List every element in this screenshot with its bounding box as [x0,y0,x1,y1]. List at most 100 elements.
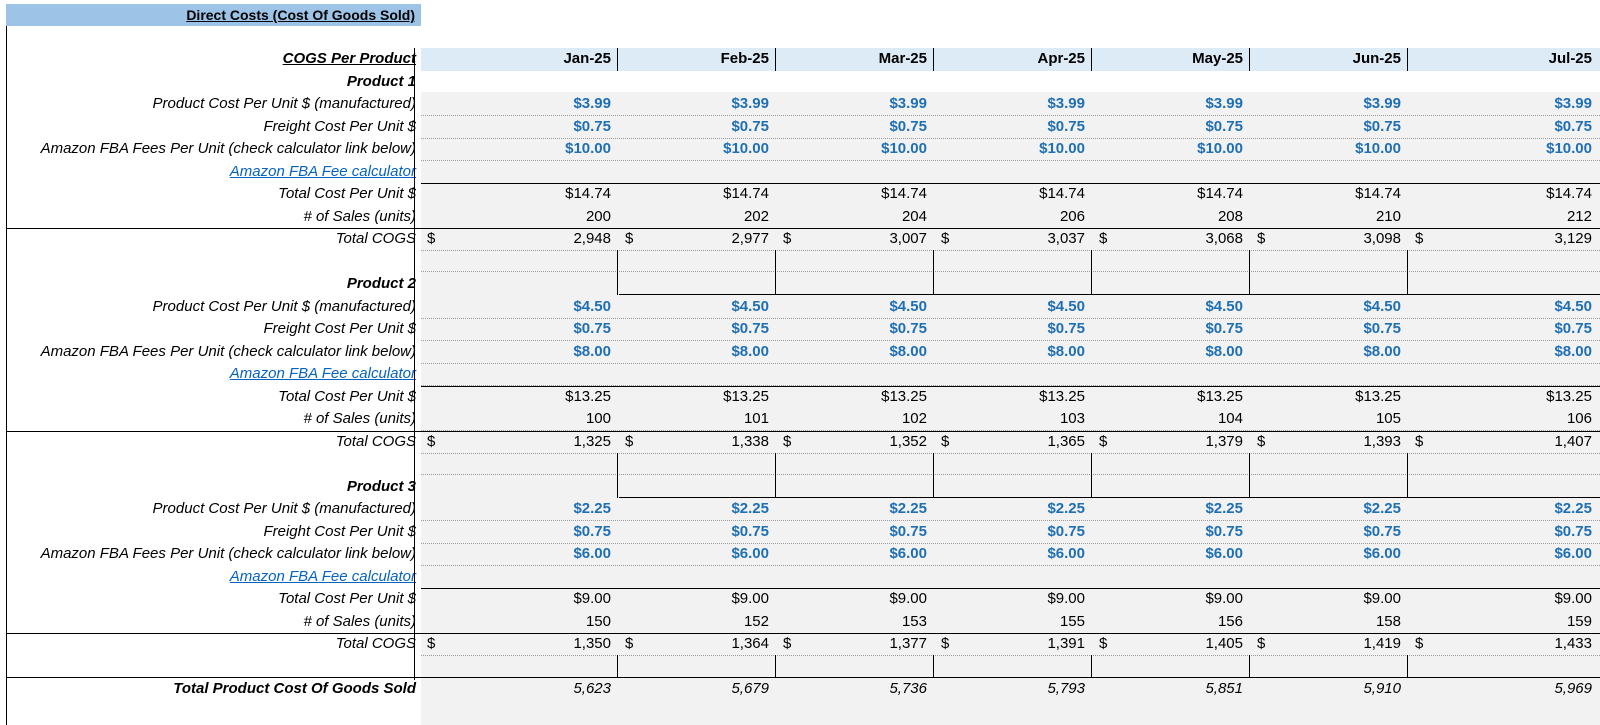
total-cost-cell[interactable]: $9.00 [619,588,777,610]
freight-cost-cell[interactable]: $0.75 [1251,116,1409,138]
fba-fee-cell[interactable]: $10.00 [935,138,1093,160]
freight-cost-cell[interactable]: $0.75 [1409,318,1600,340]
month-header-cell[interactable]: Jan-25 [421,48,619,70]
product-cost-cell[interactable]: $3.99 [1093,93,1251,115]
freight-cost-cell[interactable]: $0.75 [777,318,935,340]
sales-units-cell[interactable]: 202 [619,206,777,228]
product-cost-cell[interactable]: $2.25 [619,498,777,520]
fba-fee-cell[interactable]: $10.00 [777,138,935,160]
sales-units-cell[interactable]: 159 [1409,611,1600,633]
sales-units-cell[interactable]: 156 [1093,611,1251,633]
product-cost-cell[interactable]: $3.99 [777,93,935,115]
total-cogs-cell[interactable]: $1,419 [1251,633,1409,655]
freight-cost-cell[interactable]: $0.75 [777,116,935,138]
total-cost-cell[interactable]: $9.00 [1093,588,1251,610]
fba-fee-cell[interactable]: $6.00 [1093,543,1251,565]
total-cogs-cell[interactable]: $3,007 [777,228,935,250]
freight-cost-cell[interactable]: $0.75 [1251,318,1409,340]
freight-cost-cell[interactable]: $0.75 [935,116,1093,138]
sales-units-cell[interactable]: 105 [1251,408,1409,430]
month-header-cell[interactable]: May-25 [1093,48,1251,70]
total-cogs-cell[interactable]: $3,129 [1409,228,1600,250]
total-cogs-cell[interactable]: $1,391 [935,633,1093,655]
sales-units-cell[interactable]: 208 [1093,206,1251,228]
sales-units-cell[interactable]: 100 [421,408,619,430]
product-cost-cell[interactable]: $2.25 [777,498,935,520]
freight-cost-cell[interactable]: $0.75 [1409,116,1600,138]
freight-cost-cell[interactable]: $0.75 [1093,318,1251,340]
product-cost-cell[interactable]: $2.25 [1093,498,1251,520]
total-cogs-cell[interactable]: $2,977 [619,228,777,250]
fba-fee-cell[interactable]: $10.00 [619,138,777,160]
fba-fee-cell[interactable]: $8.00 [777,341,935,363]
total-cost-cell[interactable]: $14.74 [421,183,619,205]
fba-fee-cell[interactable]: $6.00 [1251,543,1409,565]
total-cogs-cell[interactable]: $1,379 [1093,431,1251,453]
fba-fee-cell[interactable]: $8.00 [1409,341,1600,363]
fba-fee-cell[interactable]: $6.00 [421,543,619,565]
total-cost-cell[interactable]: $9.00 [421,588,619,610]
product-cost-cell[interactable]: $4.50 [421,296,619,318]
sales-units-cell[interactable]: 103 [935,408,1093,430]
sales-units-cell[interactable]: 210 [1251,206,1409,228]
fba-fee-cell[interactable]: $10.00 [1409,138,1600,160]
fba-fee-cell[interactable]: $6.00 [619,543,777,565]
total-cogs-cell[interactable]: $3,098 [1251,228,1409,250]
total-cost-cell[interactable]: $13.25 [421,386,619,408]
grand-total-cell[interactable]: 5,793 [935,678,1093,700]
total-cost-cell[interactable]: $14.74 [1093,183,1251,205]
fba-fee-cell[interactable]: $10.00 [421,138,619,160]
freight-cost-cell[interactable]: $0.75 [619,116,777,138]
product-cost-cell[interactable]: $4.50 [1251,296,1409,318]
sales-units-cell[interactable]: 104 [1093,408,1251,430]
freight-cost-cell[interactable]: $0.75 [1093,521,1251,543]
product-cost-cell[interactable]: $2.25 [1251,498,1409,520]
sales-units-cell[interactable]: 101 [619,408,777,430]
fba-fee-cell[interactable]: $10.00 [1093,138,1251,160]
product-cost-cell[interactable]: $4.50 [777,296,935,318]
fba-calculator-link[interactable]: Amazon FBA Fee calculator [229,162,416,180]
sales-units-cell[interactable]: 153 [777,611,935,633]
total-cost-cell[interactable]: $9.00 [1251,588,1409,610]
freight-cost-cell[interactable]: $0.75 [421,521,619,543]
total-cost-cell[interactable]: $9.00 [935,588,1093,610]
total-cogs-cell[interactable]: $1,433 [1409,633,1600,655]
total-cogs-cell[interactable]: $3,068 [1093,228,1251,250]
total-cost-cell[interactable]: $13.25 [935,386,1093,408]
fba-fee-cell[interactable]: $8.00 [1093,341,1251,363]
freight-cost-cell[interactable]: $0.75 [421,116,619,138]
sales-units-cell[interactable]: 200 [421,206,619,228]
sales-units-cell[interactable]: 155 [935,611,1093,633]
product-cost-cell[interactable]: $3.99 [421,93,619,115]
sales-units-cell[interactable]: 204 [777,206,935,228]
fba-fee-cell[interactable]: $8.00 [1251,341,1409,363]
sales-units-cell[interactable]: 158 [1251,611,1409,633]
fba-fee-cell[interactable]: $6.00 [935,543,1093,565]
sales-units-cell[interactable]: 212 [1409,206,1600,228]
total-cost-cell[interactable]: $13.25 [1409,386,1600,408]
total-cost-cell[interactable]: $9.00 [1409,588,1600,610]
fba-fee-cell[interactable]: $8.00 [935,341,1093,363]
product-cost-cell[interactable]: $3.99 [1409,93,1600,115]
total-cogs-cell[interactable]: $1,325 [421,431,619,453]
fba-fee-cell[interactable]: $8.00 [421,341,619,363]
sheet-title[interactable]: Direct Costs (Cost Of Goods Sold) [6,4,421,26]
month-header-cell[interactable]: Jul-25 [1409,48,1600,70]
fba-calculator-link[interactable]: Amazon FBA Fee calculator [229,365,416,382]
total-cogs-cell[interactable]: $1,364 [619,633,777,655]
sales-units-cell[interactable]: 206 [935,206,1093,228]
product-cost-cell[interactable]: $2.25 [935,498,1093,520]
freight-cost-cell[interactable]: $0.75 [1409,521,1600,543]
total-cost-cell[interactable]: $14.74 [777,183,935,205]
month-header-cell[interactable]: Jun-25 [1251,48,1409,70]
fba-calculator-link[interactable]: Amazon FBA Fee calculator [229,567,416,585]
freight-cost-cell[interactable]: $0.75 [777,521,935,543]
month-header-cell[interactable]: Apr-25 [935,48,1093,70]
fba-fee-cell[interactable]: $6.00 [1409,543,1600,565]
sales-units-cell[interactable]: 150 [421,611,619,633]
product-cost-cell[interactable]: $3.99 [619,93,777,115]
total-cost-cell[interactable]: $13.25 [777,386,935,408]
grand-total-cell[interactable]: 5,736 [777,678,935,700]
product-cost-cell[interactable]: $3.99 [1251,93,1409,115]
grand-total-cell[interactable]: 5,623 [421,678,619,700]
